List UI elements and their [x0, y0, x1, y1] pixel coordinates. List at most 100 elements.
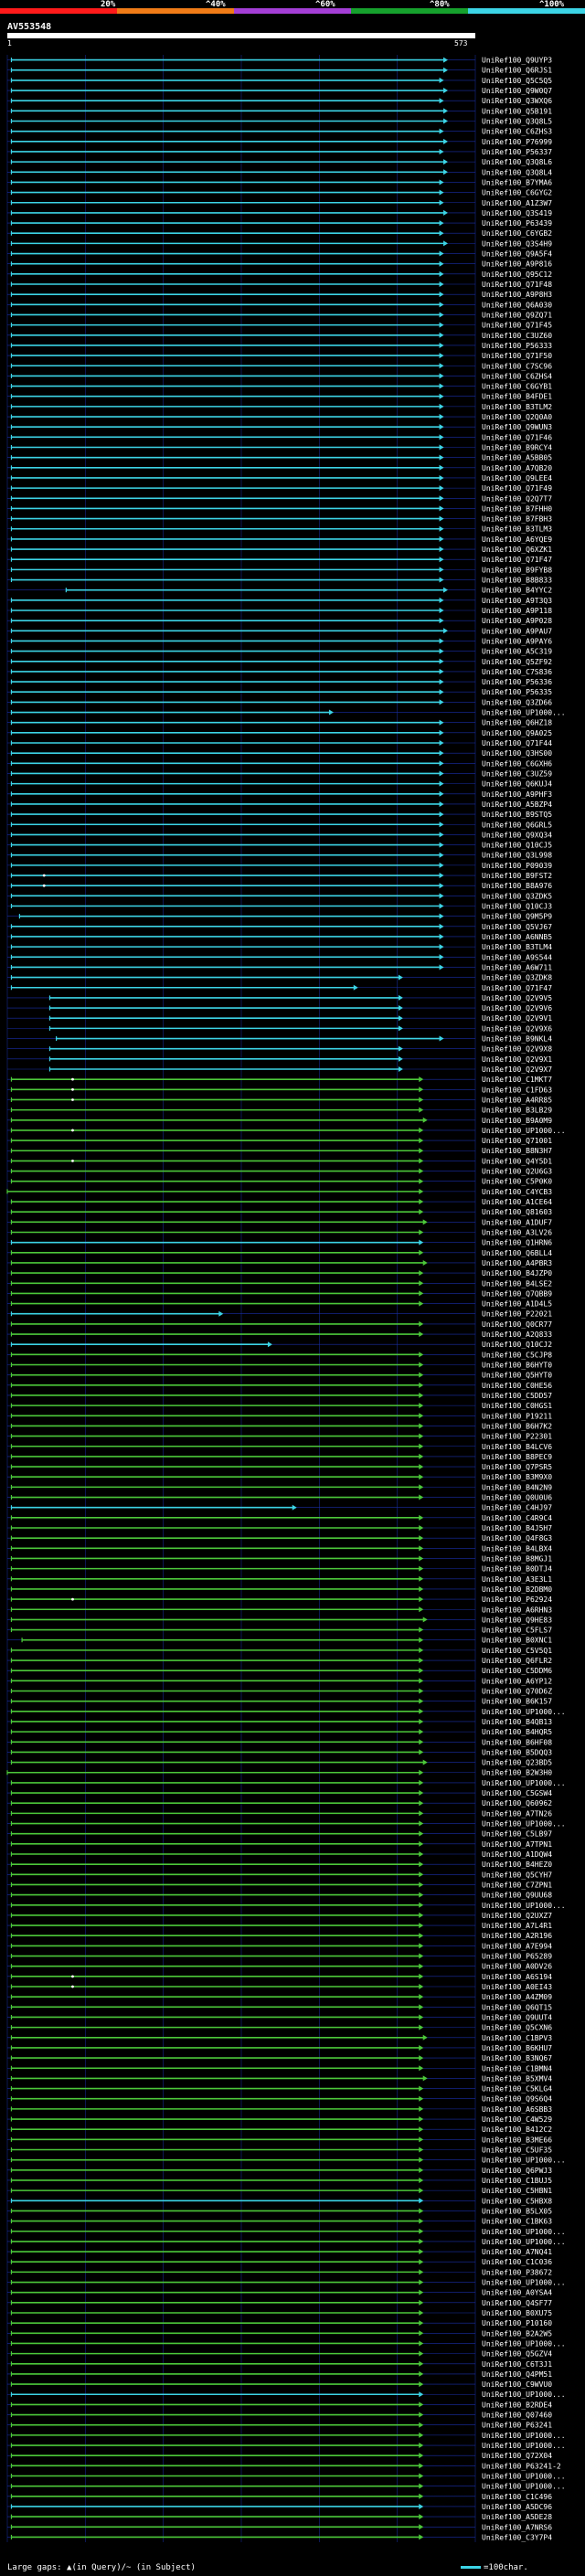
hit-label-117[interactable]: UniRef100_Q1HRN6	[482, 1239, 552, 1247]
hit-label-210[interactable]: UniRef100_C5HBN1	[482, 2187, 552, 2195]
hit-label-16[interactable]: UniRef100_Q3S419	[482, 209, 552, 217]
hit-label-217[interactable]: UniRef100_C1C036	[482, 2258, 552, 2266]
hit-label-190[interactable]: UniRef100_A0EI43	[482, 1983, 552, 1991]
hit-label-239[interactable]: UniRef100_UP1000...	[482, 2483, 566, 2491]
hit-label-212[interactable]: UniRef100_B5LX05	[482, 2207, 552, 2215]
hit-label-90[interactable]: UniRef100_A6W711	[482, 963, 552, 971]
hit-label-164[interactable]: UniRef100_B4QB13	[482, 1718, 552, 1726]
hit-label-181[interactable]: UniRef100_Q9UU68	[482, 1892, 552, 1900]
hit-label-189[interactable]: UniRef100_A6S194	[482, 1973, 552, 1981]
hit-label-39[interactable]: UniRef100_B9RCY4	[482, 443, 552, 451]
hit-label-58[interactable]: UniRef100_A9PAY6	[482, 637, 552, 645]
hit-label-162[interactable]: UniRef100_B6K157	[482, 1698, 552, 1706]
hit-label-36[interactable]: UniRef100_Q2Q0A0	[482, 413, 552, 421]
hit-label-240[interactable]: UniRef100_C1C496	[482, 2493, 552, 2501]
hit-label-203[interactable]: UniRef100_C4W529	[482, 2115, 552, 2124]
hit-label-141[interactable]: UniRef100_B4N2N9	[482, 1483, 552, 1491]
hit-label-221[interactable]: UniRef100_Q4SF77	[482, 2299, 552, 2307]
hit-label-242[interactable]: UniRef100_A5DE28	[482, 2513, 552, 2521]
hit-label-74[interactable]: UniRef100_A5BZP4	[482, 800, 552, 809]
hit-label-56[interactable]: UniRef100_A9P028	[482, 617, 552, 625]
hit-label-41[interactable]: UniRef100_A7QB20	[482, 464, 552, 472]
hit-label-17[interactable]: UniRef100_P63439	[482, 219, 552, 228]
hit-label-158[interactable]: UniRef100_Q6FLR2	[482, 1657, 552, 1665]
hit-label-220[interactable]: UniRef100_A0YSA4	[482, 2289, 552, 2297]
hit-label-19[interactable]: UniRef100_Q3S4H9	[482, 239, 552, 248]
hit-label-65[interactable]: UniRef100_UP1000...	[482, 709, 566, 717]
hit-label-148[interactable]: UniRef100_B8MGJ1	[482, 1554, 552, 1563]
hit-label-75[interactable]: UniRef100_B9STQ5	[482, 811, 552, 819]
hit-label-180[interactable]: UniRef100_C7ZPN1	[482, 1881, 552, 1889]
hit-label-115[interactable]: UniRef100_A1DUF7	[482, 1218, 552, 1226]
hit-label-206[interactable]: UniRef100_C5UF35	[482, 2147, 552, 2155]
hit-label-40[interactable]: UniRef100_A5BB05	[482, 454, 552, 462]
hit-label-121[interactable]: UniRef100_B4LSE2	[482, 1279, 552, 1288]
hit-label-146[interactable]: UniRef100_Q4F8G3	[482, 1534, 552, 1542]
hit-label-235[interactable]: UniRef100_UP1000...	[482, 2442, 566, 2450]
hit-label-228[interactable]: UniRef100_Q4PM51	[482, 2370, 552, 2379]
hit-label-63[interactable]: UniRef100_P56335	[482, 688, 552, 696]
hit-label-48[interactable]: UniRef100_A6YQE9	[482, 535, 552, 544]
hit-label-66[interactable]: UniRef100_Q6HZ18	[482, 719, 552, 727]
hit-label-177[interactable]: UniRef100_A1DQW4	[482, 1850, 552, 1859]
hit-label-76[interactable]: UniRef100_Q6GRL5	[482, 821, 552, 829]
hit-label-89[interactable]: UniRef100_A9S544	[482, 953, 552, 961]
hit-label-174[interactable]: UniRef100_UP1000...	[482, 1820, 566, 1829]
hit-label-194[interactable]: UniRef100_Q5CXN6	[482, 2024, 552, 2032]
hit-label-168[interactable]: UniRef100_Q23BD5	[482, 1759, 552, 1767]
hit-label-127[interactable]: UniRef100_Q10CJ2	[482, 1341, 552, 1349]
hit-label-1[interactable]: UniRef100_Q9UYP3	[482, 57, 552, 65]
hit-label-139[interactable]: UniRef100_Q7PSR5	[482, 1463, 552, 1471]
hit-label-133[interactable]: UniRef100_C0HGS1	[482, 1402, 552, 1410]
hit-label-52[interactable]: UniRef100_B8B833	[482, 577, 552, 585]
hit-label-167[interactable]: UniRef100_B5DQQ3	[482, 1748, 552, 1756]
hit-label-208[interactable]: UniRef100_Q6PWJ3	[482, 2167, 552, 2175]
hit-label-156[interactable]: UniRef100_B0XNC1	[482, 1637, 552, 1645]
hit-label-155[interactable]: UniRef100_C5FLS7	[482, 1627, 552, 1635]
hit-label-204[interactable]: UniRef100_B412C2	[482, 2125, 552, 2134]
hit-label-149[interactable]: UniRef100_B0DTJ4	[482, 1565, 552, 1574]
hit-label-131[interactable]: UniRef100_C0HE56	[482, 1382, 552, 1390]
hit-label-241[interactable]: UniRef100_A5DC96	[482, 2503, 552, 2511]
hit-label-28[interactable]: UniRef100_C3UZ60	[482, 332, 552, 340]
hit-label-103[interactable]: UniRef100_A4RR85	[482, 1096, 552, 1104]
hit-label-230[interactable]: UniRef100_UP1000...	[482, 2390, 566, 2399]
hit-label-126[interactable]: UniRef100_A2Q833	[482, 1330, 552, 1339]
hit-label-134[interactable]: UniRef100_P19211	[482, 1412, 552, 1420]
hit-label-209[interactable]: UniRef100_C1BUJ5	[482, 2177, 552, 2185]
hit-label-4[interactable]: UniRef100_Q9W0Q7	[482, 87, 552, 95]
hit-label-7[interactable]: UniRef100_Q3Q8L5	[482, 118, 552, 126]
hit-label-152[interactable]: UniRef100_P62924	[482, 1595, 552, 1604]
hit-label-173[interactable]: UniRef100_A7TN26	[482, 1809, 552, 1818]
hit-label-79[interactable]: UniRef100_Q3L998	[482, 852, 552, 860]
hit-label-169[interactable]: UniRef100_B2W3H0	[482, 1769, 552, 1777]
hit-label-184[interactable]: UniRef100_A7L4R1	[482, 1922, 552, 1930]
hit-label-232[interactable]: UniRef100_Q07460	[482, 2412, 552, 2420]
hit-label-122[interactable]: UniRef100_Q7QBB9	[482, 1289, 552, 1298]
hit-label-213[interactable]: UniRef100_C1BK63	[482, 2218, 552, 2226]
hit-label-207[interactable]: UniRef100_UP1000...	[482, 2157, 566, 2165]
hit-label-62[interactable]: UniRef100_P56336	[482, 678, 552, 686]
hit-label-142[interactable]: UniRef100_Q0U0U6	[482, 1494, 552, 1502]
hit-label-98[interactable]: UniRef100_Q2V9X8	[482, 1045, 552, 1054]
hit-label-60[interactable]: UniRef100_Q5ZF92	[482, 658, 552, 666]
hit-label-33[interactable]: UniRef100_C6GYB1	[482, 383, 552, 391]
hit-label-42[interactable]: UniRef100_Q9LEE4	[482, 474, 552, 482]
hit-label-195[interactable]: UniRef100_C1BPV3	[482, 2034, 552, 2042]
hit-label-71[interactable]: UniRef100_C3UZ59	[482, 769, 552, 778]
hit-label-99[interactable]: UniRef100_Q2V9X1	[482, 1055, 552, 1064]
hit-label-215[interactable]: UniRef100_UP1000...	[482, 2238, 566, 2246]
hit-label-91[interactable]: UniRef100_Q3ZDK8	[482, 974, 552, 982]
hit-label-216[interactable]: UniRef100_A7NQ41	[482, 2248, 552, 2256]
hit-label-136[interactable]: UniRef100_P22301	[482, 1433, 552, 1441]
hit-label-163[interactable]: UniRef100_UP1000...	[482, 1708, 566, 1716]
hit-label-50[interactable]: UniRef100_Q71F47	[482, 556, 552, 564]
hit-label-107[interactable]: UniRef100_Q71001	[482, 1137, 552, 1145]
hit-label-44[interactable]: UniRef100_Q2Q7T7	[482, 494, 552, 503]
hit-label-145[interactable]: UniRef100_B4J5H7	[482, 1524, 552, 1532]
hit-label-72[interactable]: UniRef100_Q6KUJ4	[482, 780, 552, 789]
hit-label-14[interactable]: UniRef100_C6GYG2	[482, 189, 552, 197]
hit-label-128[interactable]: UniRef100_C5CJP8	[482, 1351, 552, 1359]
hit-label-161[interactable]: UniRef100_Q70D6Z	[482, 1687, 552, 1695]
hit-label-153[interactable]: UniRef100_A6RHN3	[482, 1606, 552, 1614]
